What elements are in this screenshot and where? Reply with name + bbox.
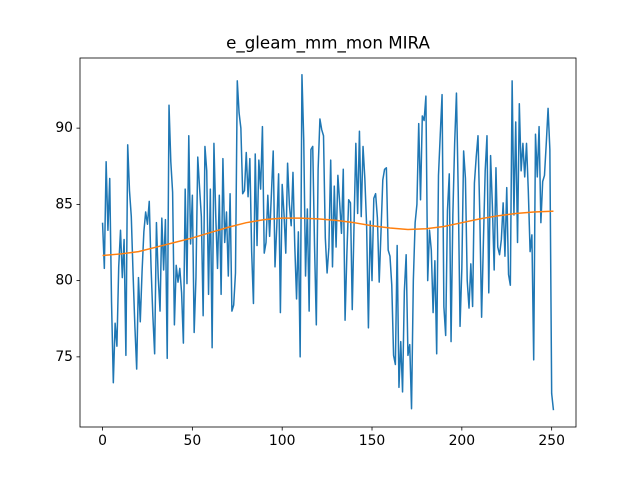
y-tick-label: 75	[55, 349, 73, 365]
chart-title: e_gleam_mm_mon MIRA	[226, 33, 430, 54]
x-tick-label: 100	[269, 433, 296, 449]
x-tick-label: 0	[98, 433, 107, 449]
line-series	[102, 210, 554, 257]
x-tick-label: 50	[184, 433, 202, 449]
x-tick-label: 250	[538, 433, 565, 449]
x-tick-label: 200	[449, 433, 476, 449]
y-tick-label: 85	[55, 196, 73, 212]
line-series	[101, 74, 555, 411]
x-tick-label: 150	[359, 433, 386, 449]
y-tick-label: 80	[55, 273, 73, 289]
plot-frame	[79, 57, 577, 428]
y-tick-label: 90	[55, 120, 73, 136]
